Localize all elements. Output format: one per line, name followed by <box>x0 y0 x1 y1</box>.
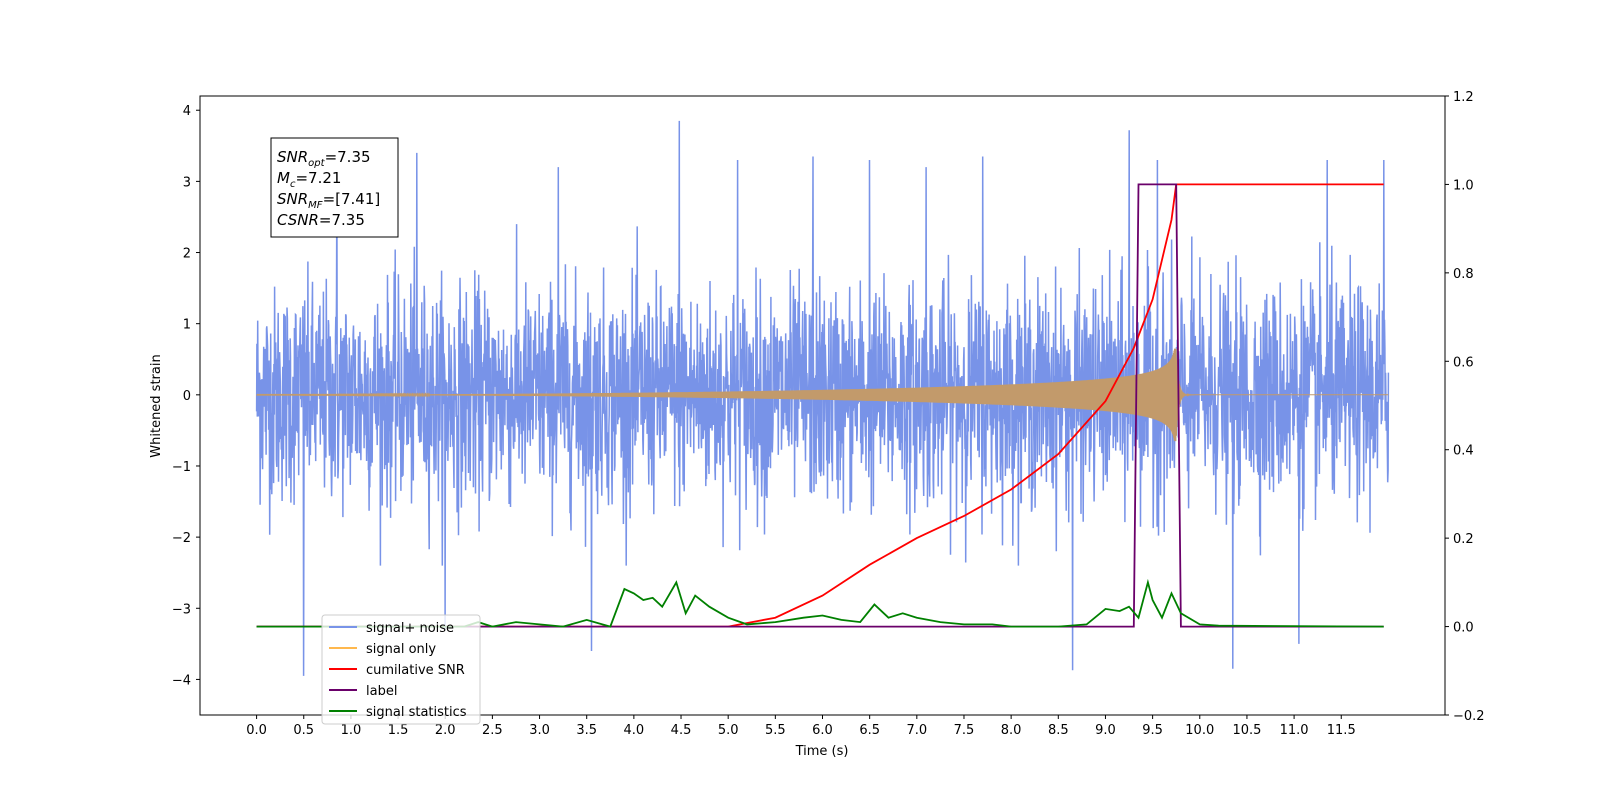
x-tick-label: 3.5 <box>576 723 597 738</box>
y-tick-label: 4 <box>183 104 191 119</box>
series-layer <box>255 120 1390 676</box>
y-axis-label: Whitened strain <box>149 354 164 457</box>
y-tick-label: −1 <box>172 460 191 475</box>
x-tick-label: 7.5 <box>954 723 975 738</box>
x-tick-label: 8.0 <box>1001 723 1022 738</box>
x-tick-label: 5.0 <box>718 723 739 738</box>
legend-label: cumilative SNR <box>366 663 465 678</box>
x-tick-label: 3.0 <box>529 723 550 738</box>
y2-tick-label: 0.4 <box>1453 444 1474 459</box>
annotation-subscript: c <box>290 179 296 190</box>
x-tick-label: 9.0 <box>1095 723 1116 738</box>
x-tick-label: 2.5 <box>482 723 503 738</box>
legend-label: signal+ noise <box>366 621 454 636</box>
series-label <box>256 183 1384 628</box>
x-tick-label: 4.5 <box>671 723 692 738</box>
y2-tick-label: 0.2 <box>1453 532 1474 547</box>
annotation-value: =7.35 <box>325 148 371 166</box>
y-tick-label: −3 <box>172 602 191 617</box>
y-tick-label: 1 <box>183 318 191 333</box>
y2-tick-label: 0.8 <box>1453 267 1474 282</box>
y-axis-right: 1.2 1.0 0.8 0.6 0.4 0.2 0.0 −0.2 <box>1445 90 1485 724</box>
x-tick-label: 1.0 <box>341 723 362 738</box>
legend-label: label <box>366 684 397 699</box>
x-tick-label: 6.0 <box>812 723 833 738</box>
y2-tick-label: 0.6 <box>1453 355 1474 370</box>
legend-frame <box>321 614 481 725</box>
annotation-symbol: SNR <box>277 190 308 208</box>
y2-tick-label: 1.2 <box>1453 90 1474 105</box>
series-signal-noise <box>255 120 1390 676</box>
series-signal-statistics <box>256 578 1384 628</box>
x-tick-label: 9.5 <box>1142 723 1163 738</box>
x-tick-label: 0.0 <box>246 723 267 738</box>
annotation-subscript: MF <box>308 200 323 211</box>
y2-tick-label: 1.0 <box>1453 178 1474 193</box>
annotation-value: =7.35 <box>319 211 365 229</box>
x-tick-label: 0.5 <box>293 723 314 738</box>
y2-tick-label: 0.0 <box>1453 621 1474 636</box>
annotation-value: =[7.41] <box>323 190 381 208</box>
annotation-line: CSNR=7.35 <box>277 211 365 229</box>
x-tick-label: 10.5 <box>1232 723 1261 738</box>
annotation-symbol: CSNR <box>277 211 319 229</box>
annotation-line: SNRMF=[7.41] <box>277 190 380 211</box>
series-signal-only <box>256 348 1389 442</box>
x-tick-label: 7.0 <box>906 723 927 738</box>
annotation-symbol: SNR <box>277 148 308 166</box>
y-tick-label: −2 <box>172 531 191 546</box>
y2-tick-label: −0.2 <box>1453 709 1485 724</box>
x-tick-label: 1.5 <box>388 723 409 738</box>
x-tick-label: 11.5 <box>1327 723 1356 738</box>
x-tick-label: 2.0 <box>435 723 456 738</box>
series-cumilative-snr <box>256 183 1384 628</box>
y-axis-left: 4 3 2 1 0 −1 −2 −3 −4 <box>172 104 200 688</box>
x-tick-label: 11.0 <box>1280 723 1309 738</box>
y-tick-label: 0 <box>183 389 191 404</box>
legend-label: signal only <box>366 642 436 657</box>
annotation-frame <box>270 137 399 238</box>
x-axis: 0.0 0.5 1.0 1.5 2.0 2.5 3.0 3.5 4.0 4.5 5.0 5.5 6.0 6… <box>246 715 1356 738</box>
legend-label: signal statistics <box>366 705 467 720</box>
annotation-line: Mc=7.21 <box>277 169 341 190</box>
y-tick-label: 3 <box>183 175 191 190</box>
y-tick-label: 2 <box>183 247 191 262</box>
annotation-subscript: opt <box>308 158 325 169</box>
annotation-value: =7.21 <box>295 169 341 187</box>
x-tick-label: 10.0 <box>1185 723 1214 738</box>
y-tick-label: −4 <box>172 673 191 688</box>
annotation-line: SNRopt=7.35 <box>277 148 371 169</box>
legend: signal+ noise signal only cumilative SNR la… <box>321 614 481 725</box>
x-tick-label: 8.5 <box>1048 723 1069 738</box>
x-tick-label: 5.5 <box>765 723 786 738</box>
x-tick-label: 4.0 <box>624 723 645 738</box>
x-tick-label: 6.5 <box>859 723 880 738</box>
annotation-symbol: M <box>277 169 290 187</box>
x-axis-label: Time (s) <box>795 744 849 759</box>
